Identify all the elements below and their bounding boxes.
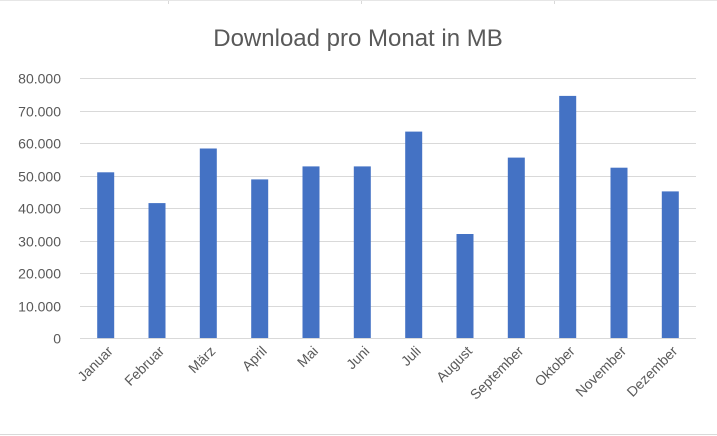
bars: [97, 95, 679, 339]
bar-august[interactable]: [456, 234, 474, 338]
bar-april[interactable]: [251, 179, 269, 338]
bar-juni[interactable]: [353, 166, 371, 338]
bar-dezember[interactable]: [661, 191, 679, 338]
x-tick-label: August: [433, 343, 475, 385]
x-tick-label: März: [185, 343, 218, 376]
y-tick-label: 20.000: [18, 266, 61, 282]
x-tick-label: Juni: [343, 343, 372, 372]
y-tick-label: 60.000: [18, 136, 61, 152]
y-tick-label: 80.000: [18, 71, 61, 87]
bar-märz[interactable]: [199, 148, 217, 339]
x-axis-tick-labels: Januar Februar März April Mai Juni Juli AugustS…: [74, 343, 680, 403]
x-tick-label: Januar: [74, 343, 116, 385]
bar-mai[interactable]: [302, 166, 320, 338]
x-tick-label: Mai: [294, 343, 321, 370]
y-tick-label: 10.000: [18, 299, 61, 315]
x-tick-label: November: [572, 343, 629, 400]
bar-januar[interactable]: [97, 172, 115, 339]
y-tick-label: 40.000: [18, 201, 61, 217]
bar-oktober[interactable]: [559, 95, 577, 339]
y-tick-label: 0: [53, 331, 61, 347]
y-axis-tick-labels: 0 10.000 20.000 30.000 40.000 50.000 60.000 70.…: [18, 71, 61, 347]
y-tick-label: 70.000: [18, 104, 61, 120]
bar-september[interactable]: [507, 157, 525, 338]
y-tick-label: 30.000: [18, 234, 61, 250]
x-tick-label: Oktober: [531, 343, 578, 390]
x-tick-label: September: [467, 343, 527, 403]
gridlines: [80, 78, 696, 339]
x-tick-label: April: [239, 343, 270, 374]
bar-november[interactable]: [610, 167, 628, 338]
bar-februar[interactable]: [148, 203, 166, 338]
x-tick-label: Dezember: [623, 343, 680, 400]
y-tick-label: 50.000: [18, 169, 61, 185]
bar-juli[interactable]: [405, 131, 423, 338]
chart-title: Download pro Monat in MB: [213, 25, 502, 52]
x-tick-label: Juli: [398, 343, 424, 369]
x-tick-label: Februar: [121, 343, 167, 389]
